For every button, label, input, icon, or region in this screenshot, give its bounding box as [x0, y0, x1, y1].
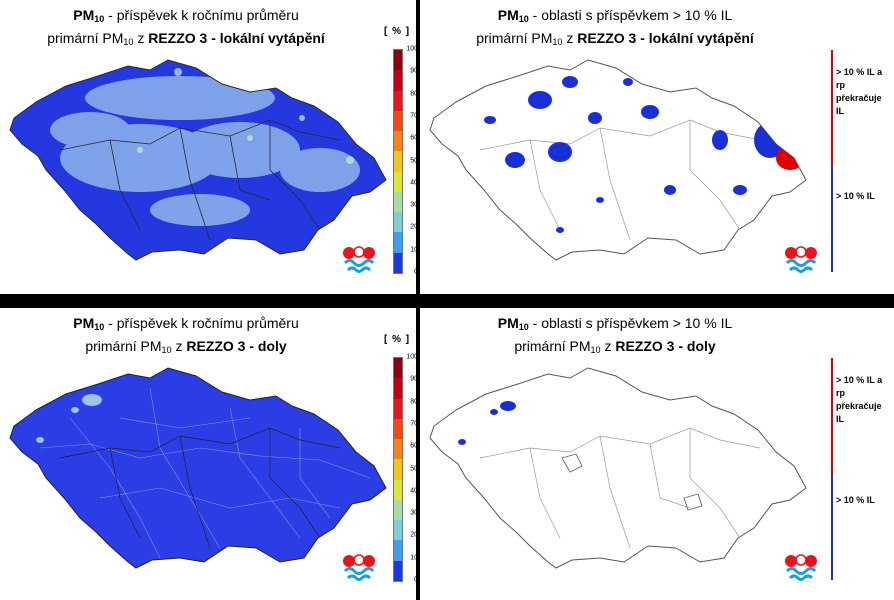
- legend-bar-red: [831, 50, 833, 166]
- colorbar-swatch: [394, 378, 402, 399]
- colorbar-swatch: [394, 520, 402, 541]
- czech-map-heating-areas: [429, 59, 807, 261]
- colorbar-swatch: [394, 151, 402, 172]
- legend-bar-red: [831, 358, 833, 474]
- panel-rezzo3-mines-areas: PM10 - oblasti s příspěvkem > 10 % IL pr…: [420, 308, 894, 600]
- colorbar-swatch: [394, 479, 402, 500]
- colorbar-tick-label: 20: [410, 531, 416, 539]
- colorbar-swatch: [394, 252, 402, 273]
- legend-label-low: > 10 % IL: [836, 191, 875, 201]
- colorbar-swatch: [394, 439, 402, 460]
- colorbar-tick-label: 70: [410, 112, 416, 120]
- colorbar-swatch: [394, 560, 402, 581]
- colorbar-tick-label: 60: [410, 134, 416, 142]
- colorbar-tick-label: 10: [410, 554, 416, 562]
- colorbar-tick-label: 100: [406, 45, 416, 53]
- colorbar-unit: [ % ]: [384, 334, 411, 345]
- colorbar-ticks: 1009080706050403020100: [404, 353, 416, 584]
- colorbar-ticks: 1009080706050403020100: [404, 45, 416, 276]
- colorbar-swatch: [394, 212, 402, 233]
- colorbar-tick-label: 60: [410, 442, 416, 450]
- colorbar-swatch: [394, 459, 402, 480]
- legend-label-high: > 10 % IL a rp překračuje IL: [836, 375, 883, 424]
- colorbar-swatch: [394, 131, 402, 152]
- legend-bar-blue: [831, 474, 833, 580]
- chmi-logo-icon: [342, 244, 376, 274]
- colorbar-swatch: [394, 418, 402, 440]
- panel-rezzo3-heating-areas: PM10 - oblasti s příspěvkem > 10 % IL pr…: [420, 0, 894, 294]
- colorbar-tick-label: 0: [414, 577, 416, 584]
- colorbar-tick-label: 40: [410, 487, 416, 495]
- colorbar: [393, 49, 403, 274]
- colorbar-swatch: [394, 110, 402, 132]
- colorbar-tick-label: 20: [410, 223, 416, 231]
- czech-map-mines-areas: [429, 367, 807, 569]
- colorbar-tick-label: 70: [410, 420, 416, 428]
- panel-rezzo3-heating-contribution: PM10 - příspěvek k ročnímu průměru primá…: [0, 0, 416, 294]
- panel-title: PM10 - příspěvek k ročnímu průměru primá…: [73, 315, 299, 355]
- colorbar-tick-label: 50: [410, 157, 416, 164]
- colorbar-tick-label: 0: [414, 269, 416, 276]
- czech-map-heating: [9, 59, 387, 261]
- colorbar-swatch: [394, 499, 402, 521]
- colorbar-swatch: [394, 398, 402, 419]
- colorbar-swatch: [394, 232, 402, 253]
- colorbar-tick-label: 80: [410, 398, 416, 406]
- colorbar-tick-label: 90: [410, 375, 416, 383]
- colorbar-tick-label: 30: [410, 201, 416, 209]
- colorbar-tick-label: 80: [410, 90, 416, 98]
- panel-rezzo3-mines-contribution: PM10 - příspěvek k ročnímu průměru primá…: [0, 308, 416, 600]
- colorbar-tick-label: 50: [410, 465, 416, 472]
- colorbar-tick-label: 10: [410, 246, 416, 254]
- panel-title: PM10 - oblasti s příspěvkem > 10 % IL pr…: [497, 315, 733, 355]
- czech-map-mines: [9, 367, 387, 569]
- colorbar-swatch: [394, 358, 402, 379]
- colorbar-tick-label: 90: [410, 67, 416, 75]
- legend-label-low: > 10 % IL: [836, 495, 875, 505]
- panel-title: PM10 - příspěvek k ročnímu průměru primá…: [47, 7, 325, 47]
- colorbar-swatch: [394, 70, 402, 91]
- colorbar-tick-label: 30: [410, 509, 416, 517]
- chmi-logo-icon: [784, 244, 818, 274]
- colorbar-swatch: [394, 540, 402, 561]
- colorbar-tick-label: 100: [406, 353, 416, 361]
- colorbar-swatch: [394, 191, 402, 213]
- chmi-logo-icon: [784, 552, 818, 582]
- colorbar-tick-label: 40: [410, 179, 416, 187]
- colorbar-swatch: [394, 171, 402, 192]
- colorbar-swatch: [394, 50, 402, 71]
- panel-title: PM10 - oblasti s příspěvkem > 10 % IL pr…: [476, 7, 754, 47]
- chmi-logo-icon: [342, 552, 376, 582]
- colorbar-swatch: [394, 90, 402, 111]
- colorbar-unit: [ % ]: [384, 26, 411, 37]
- legend-label-high: > 10 % IL a rp překračuje IL: [836, 67, 883, 116]
- legend-bar-blue: [831, 166, 833, 272]
- colorbar: [393, 357, 403, 582]
